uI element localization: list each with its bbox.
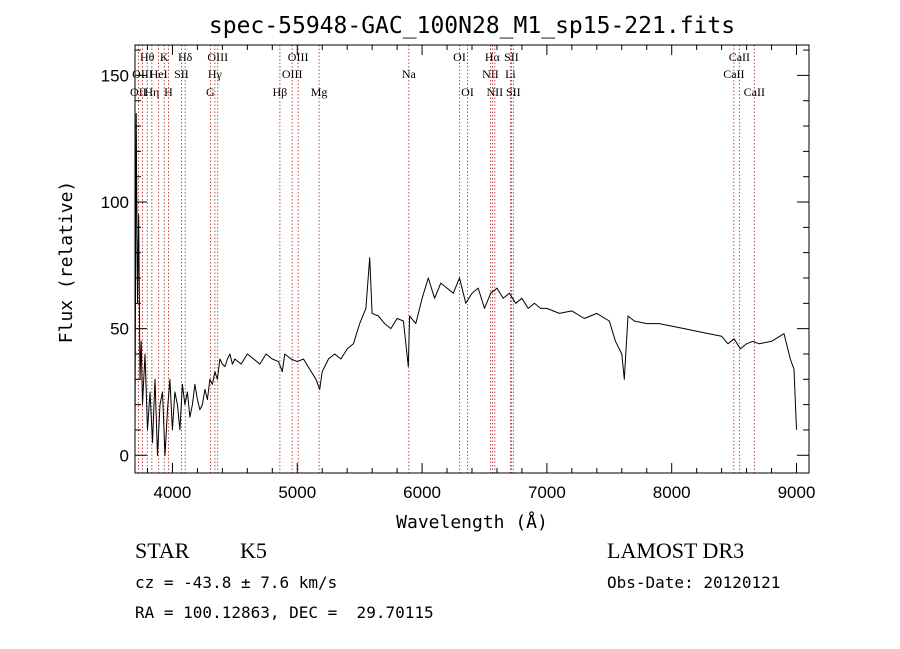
line-label-26: CaII — [729, 50, 750, 64]
spectrum-line — [134, 112, 797, 456]
line-label-20: Hα — [485, 50, 501, 64]
y-tick-label-2: 100 — [101, 193, 129, 212]
line-label-8: Hδ — [178, 50, 193, 64]
x-tick-label-4: 8000 — [653, 483, 691, 502]
line-label-15: Mg — [311, 85, 328, 99]
observation-date: Obs-Date: 20120121 — [607, 573, 781, 592]
y-tick-label-1: 50 — [110, 320, 129, 339]
x-axis: 4000 5000 6000 7000 8000 9000 — [146, 45, 816, 502]
x-tick-label-0: 4000 — [154, 483, 192, 502]
chart-title: spec-55948-GAC_100N28_M1_sp15-221.fits — [209, 13, 735, 39]
line-label-18: OI — [461, 85, 474, 99]
x-axis-label: Wavelength (Å) — [396, 511, 548, 533]
line-label-25: CaII — [723, 67, 744, 81]
y-tick-label-0: 0 — [120, 446, 129, 465]
x-tick-label-3: 7000 — [528, 483, 566, 502]
line-label-22: SII — [504, 50, 519, 64]
object-class: STAR — [135, 538, 190, 563]
plot-frame — [134, 44, 810, 474]
line-label-13: OIII — [282, 67, 303, 81]
line-label-24: SII — [506, 85, 521, 99]
line-label-11: G — [206, 85, 215, 99]
x-tick-label-2: 6000 — [403, 483, 441, 502]
line-label-1: Hθ — [140, 50, 155, 64]
x-tick-label-5: 9000 — [778, 483, 816, 502]
redshift-info: cz = -43.8 ± 7.6 km/s — [135, 573, 338, 592]
y-tick-label-3: 150 — [101, 66, 129, 85]
line-label-21: NII — [487, 85, 504, 99]
y-axis: 0 50 100 150 — [101, 49, 809, 465]
coordinates: RA = 100.12863, DEC = 29.70115 — [135, 603, 434, 622]
line-label-23: Li — [505, 67, 516, 81]
line-label-14: OIII — [288, 50, 309, 64]
line-label-7: SII — [174, 67, 189, 81]
line-label-6: H — [164, 85, 173, 99]
line-label-2: OIII — [132, 67, 153, 81]
line-label-16: Na — [402, 67, 417, 81]
line-label-10: Hγ — [208, 67, 223, 81]
line-label-12: Hβ — [273, 85, 288, 99]
x-tick-label-1: 5000 — [278, 483, 316, 502]
line-label-17: OI — [453, 50, 466, 64]
y-axis-label: Flux (relative) — [56, 181, 77, 344]
object-subclass: K5 — [240, 538, 267, 563]
line-label-19: NII — [482, 67, 499, 81]
line-label-4: HeI — [150, 67, 168, 81]
line-label-5: K — [160, 50, 169, 64]
line-label-27: CaII — [744, 85, 765, 99]
line-label-9: OIII — [207, 50, 228, 64]
line-label-3: Hη — [144, 85, 159, 99]
spectrum-series — [134, 112, 797, 456]
survey-name: LAMOST DR3 — [607, 538, 745, 563]
